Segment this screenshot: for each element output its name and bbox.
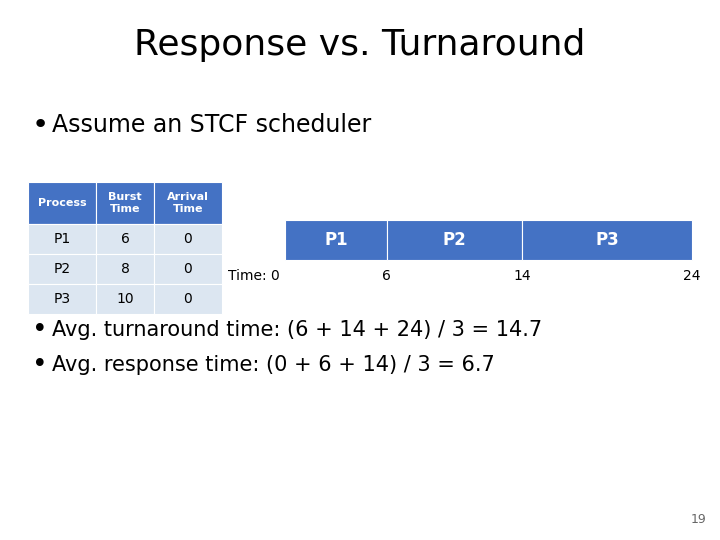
Text: 24: 24 [683, 269, 701, 283]
Text: Response vs. Turnaround: Response vs. Turnaround [135, 28, 585, 62]
Text: 6: 6 [120, 232, 130, 246]
Text: •: • [32, 352, 48, 378]
FancyBboxPatch shape [154, 182, 222, 224]
FancyBboxPatch shape [96, 224, 154, 254]
Text: 0: 0 [184, 292, 192, 306]
Text: P2: P2 [443, 231, 467, 249]
FancyBboxPatch shape [28, 224, 96, 254]
FancyBboxPatch shape [523, 220, 692, 260]
Text: Process: Process [37, 198, 86, 208]
FancyBboxPatch shape [96, 254, 154, 284]
FancyBboxPatch shape [96, 284, 154, 314]
Text: 19: 19 [690, 513, 706, 526]
Text: 6: 6 [382, 269, 391, 283]
FancyBboxPatch shape [28, 284, 96, 314]
FancyBboxPatch shape [154, 224, 222, 254]
Text: 14: 14 [513, 269, 531, 283]
Text: 10: 10 [116, 292, 134, 306]
Text: 0: 0 [184, 232, 192, 246]
FancyBboxPatch shape [28, 254, 96, 284]
Text: P1: P1 [324, 231, 348, 249]
Text: Avg. turnaround time: (6 + 14 + 24) / 3 = 14.7: Avg. turnaround time: (6 + 14 + 24) / 3 … [52, 320, 542, 340]
Text: Time: 0: Time: 0 [228, 269, 280, 283]
Text: Burst
Time: Burst Time [108, 192, 142, 214]
Text: 8: 8 [120, 262, 130, 276]
Text: P3: P3 [595, 231, 619, 249]
FancyBboxPatch shape [285, 220, 387, 260]
Text: P2: P2 [53, 262, 71, 276]
Text: •: • [32, 317, 48, 343]
Text: •: • [32, 111, 49, 139]
FancyBboxPatch shape [387, 220, 523, 260]
Text: Arrival
Time: Arrival Time [167, 192, 209, 214]
Text: P3: P3 [53, 292, 71, 306]
FancyBboxPatch shape [154, 254, 222, 284]
FancyBboxPatch shape [96, 182, 154, 224]
Text: P1: P1 [53, 232, 71, 246]
FancyBboxPatch shape [28, 182, 96, 224]
FancyBboxPatch shape [154, 284, 222, 314]
Text: 0: 0 [184, 262, 192, 276]
Text: Avg. response time: (0 + 6 + 14) / 3 = 6.7: Avg. response time: (0 + 6 + 14) / 3 = 6… [52, 355, 495, 375]
Text: Assume an STCF scheduler: Assume an STCF scheduler [52, 113, 372, 137]
